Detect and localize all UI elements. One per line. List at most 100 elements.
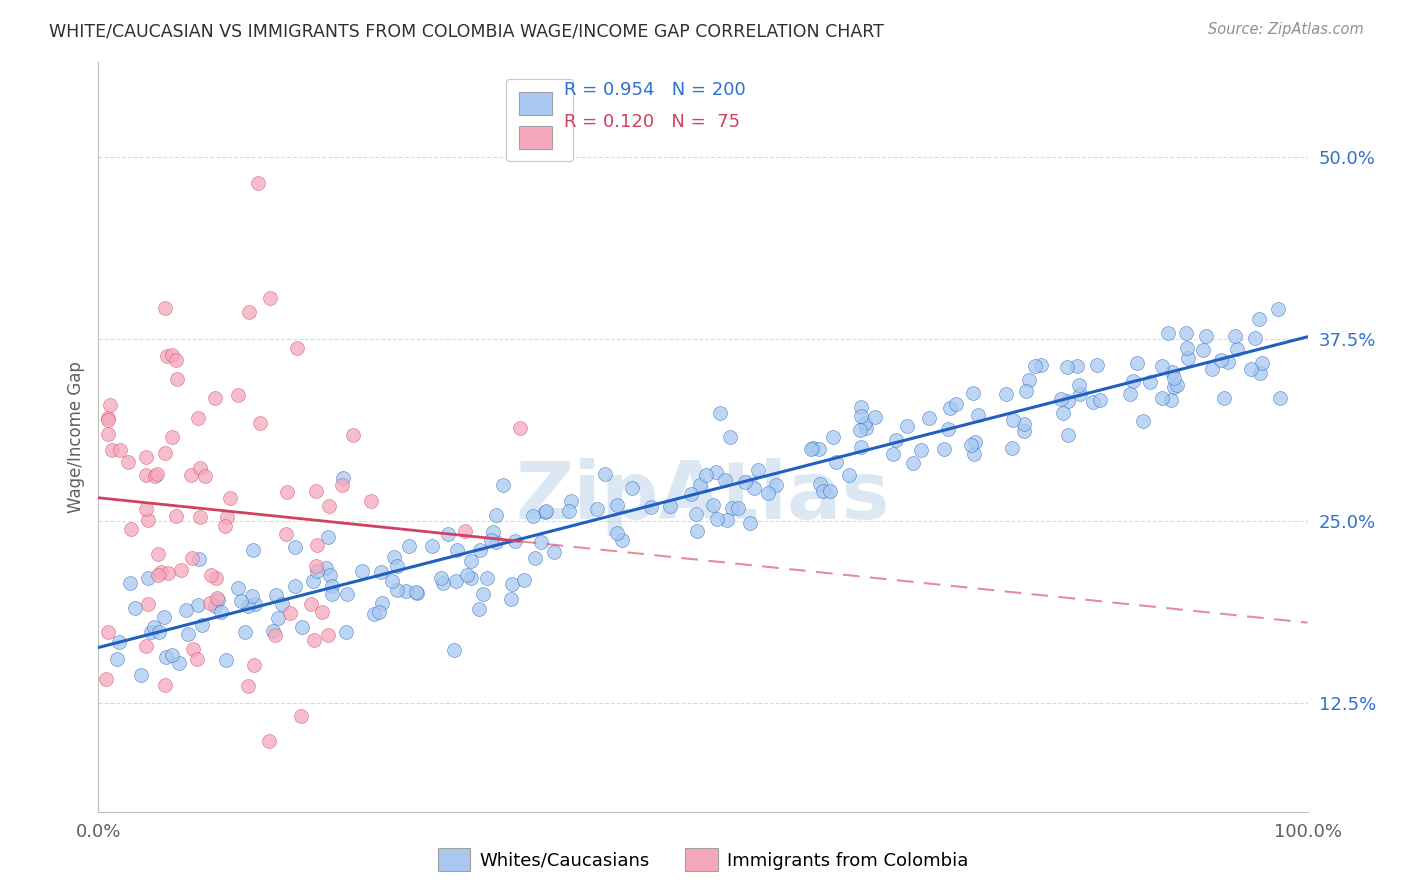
Point [738,516,761,530]
Point [316,628,339,642]
Point [136,570,159,584]
Point [238,305,260,319]
Point [1160,392,1182,407]
Point [468,602,491,616]
Point [1024,359,1046,374]
Point [305,559,328,574]
Point [903,456,925,470]
Point [236,599,259,613]
Point [479,533,502,547]
Point [385,559,408,574]
Point [332,471,354,485]
Point [335,625,357,640]
Point [155,678,177,692]
Point [166,372,188,386]
Point [1067,378,1090,392]
Point [188,509,211,524]
Point [446,542,468,557]
Point [543,545,565,559]
Point [1268,391,1291,405]
Point [97,624,120,639]
Text: ZipAtlas: ZipAtlas [516,458,890,536]
Point [190,618,212,632]
Point [1150,391,1173,405]
Point [97,426,120,441]
Point [165,509,187,524]
Point [342,428,364,442]
Point [1057,394,1080,409]
Point [945,397,967,411]
Point [406,586,429,600]
Point [1243,331,1265,345]
Point [432,576,454,591]
Y-axis label: Wage/Income Gap: Wage/Income Gap [66,361,84,513]
Point [264,628,287,642]
Point [233,624,256,639]
Point [278,607,301,621]
Point [150,565,173,579]
Point [205,591,228,605]
Point [284,540,307,554]
Point [246,176,269,190]
Legend: Whites/Caucasians, Immigrants from Colombia: Whites/Caucasians, Immigrants from Colom… [430,841,976,879]
Point [135,502,157,516]
Point [1085,358,1108,372]
Point [120,522,142,536]
Point [1056,359,1078,374]
Point [1052,406,1074,420]
Point [734,475,756,490]
Point [181,642,204,657]
Point [801,441,824,455]
Point [485,508,508,523]
Point [1212,391,1234,405]
Point [204,392,226,406]
Point [714,473,737,487]
Point [148,625,170,640]
Point [491,478,513,492]
Point [606,526,628,541]
Point [143,469,166,483]
Point [332,478,354,492]
Point [621,481,644,495]
Point [188,461,211,475]
Point [100,398,122,412]
Point [695,468,717,483]
Point [243,658,266,673]
Point [689,477,711,491]
Point [107,635,129,649]
Point [240,590,263,604]
Point [101,443,124,458]
Point [884,433,907,447]
Point [472,587,495,601]
Point [276,527,298,541]
Point [704,465,727,479]
Point [367,605,389,619]
Point [896,418,918,433]
Point [1018,373,1040,387]
Point [853,416,876,430]
Point [307,538,329,552]
Point [259,291,281,305]
Point [765,477,787,491]
Point [141,624,163,639]
Point [1012,417,1035,432]
Point [363,607,385,622]
Point [311,605,333,619]
Point [1157,326,1180,340]
Point [384,549,406,564]
Point [318,567,340,582]
Point [503,533,526,548]
Point [821,430,844,444]
Point [420,539,443,553]
Point [120,576,142,591]
Point [1163,371,1185,385]
Point [187,552,209,566]
Point [209,605,232,619]
Point [180,468,202,483]
Point [454,524,477,538]
Point [1223,329,1246,343]
Point [1192,343,1215,357]
Point [1014,424,1036,438]
Point [387,582,409,597]
Point [321,587,343,601]
